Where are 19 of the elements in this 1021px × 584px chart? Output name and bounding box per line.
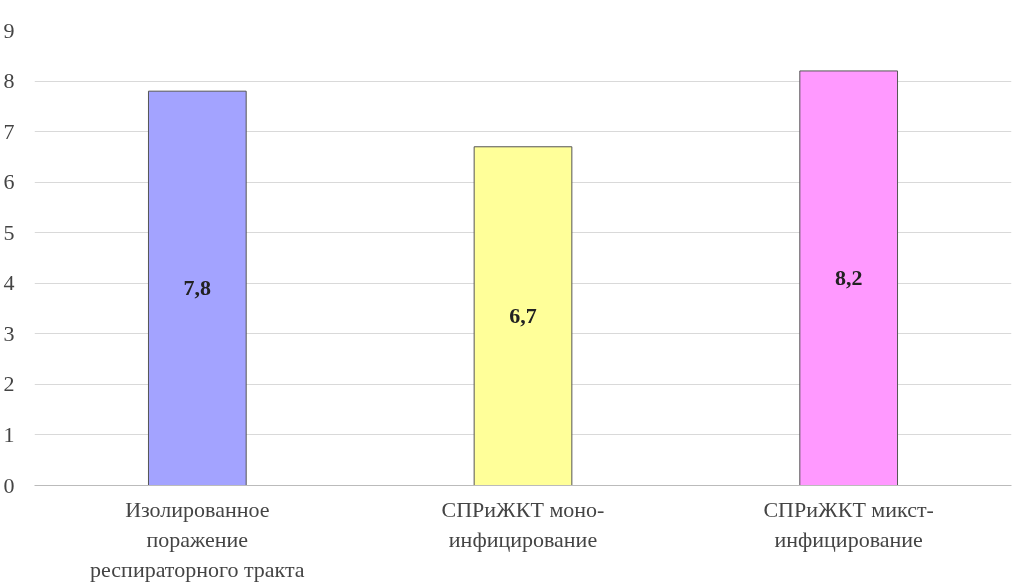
bar — [799, 70, 899, 486]
x-tick-label: СПРиЖКТ моно- инфицирование — [441, 496, 605, 552]
y-tick-label: 0 — [3, 472, 15, 498]
x-tick-label: Изолированное поражение респираторного тракта — [90, 496, 305, 582]
bar — [473, 146, 573, 486]
y-tick-label: 1 — [3, 421, 15, 447]
data-label: 6,7 — [509, 303, 537, 329]
y-tick-label: 9 — [3, 17, 15, 43]
x-tick-label: СПРиЖКТ микст- инфицирование — [763, 496, 934, 552]
bar — [147, 90, 247, 486]
y-tick-label: 2 — [3, 371, 15, 397]
y-tick-label: 8 — [3, 68, 15, 94]
y-tick-label: 5 — [3, 219, 15, 245]
y-tick-label: 6 — [3, 169, 15, 195]
y-tick-label: 3 — [3, 320, 15, 346]
data-label: 8,2 — [834, 265, 863, 291]
y-tick-label: 7 — [3, 118, 15, 144]
data-label: 7,8 — [183, 275, 212, 301]
y-tick-label: 4 — [3, 270, 15, 296]
